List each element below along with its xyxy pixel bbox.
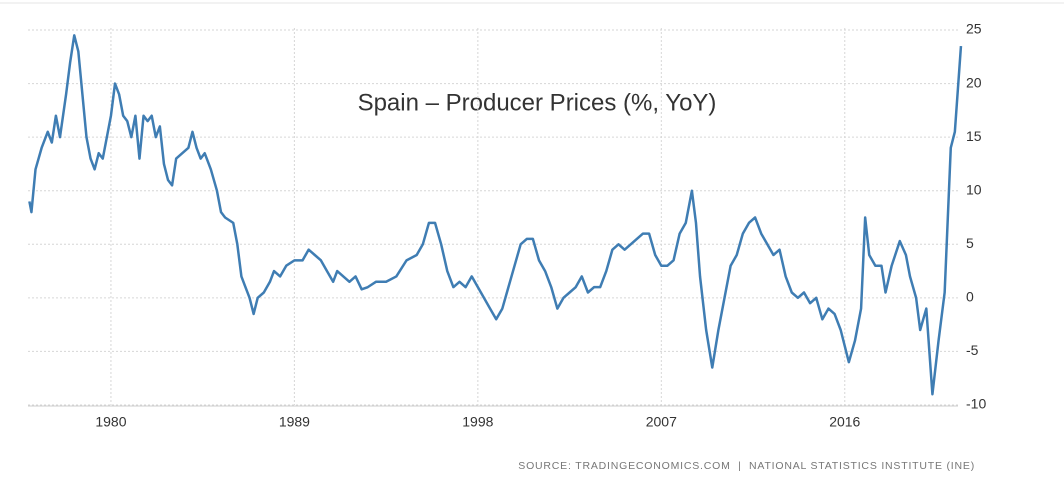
x-tick-label: 1980: [95, 414, 126, 430]
y-tick-label: -5: [966, 342, 979, 358]
y-tick-label: -10: [966, 396, 986, 412]
y-tick-label: 15: [966, 128, 982, 144]
x-tick-label: 1989: [279, 414, 310, 430]
line: [28, 34, 963, 396]
y-tick-label: 5: [966, 235, 974, 251]
y-tick-label: 0: [966, 289, 974, 305]
y-tick-label: 20: [966, 74, 982, 90]
x-tick-label: 2007: [646, 414, 677, 430]
x-tick-label: 2016: [829, 414, 860, 430]
source: SOURCE: TRADINGECONOMICS.COM | NATIONAL …: [518, 460, 975, 472]
x-tick-label: 1998: [462, 414, 493, 430]
y-tick-label: 25: [966, 21, 982, 37]
y-tick-label: 10: [966, 181, 982, 197]
chart-title: Spain – Producer Prices (%, YoY): [358, 89, 717, 116]
